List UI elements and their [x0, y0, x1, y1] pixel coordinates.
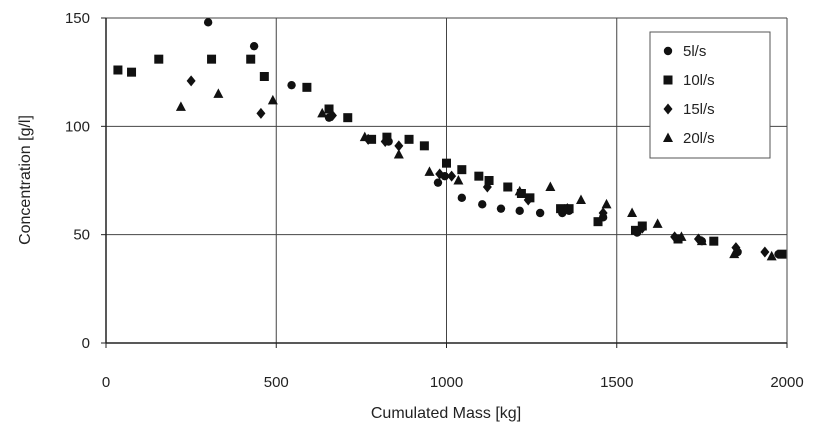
data-point: [435, 168, 445, 180]
data-point: [593, 217, 603, 227]
data-point: [484, 176, 494, 185]
data-point: [562, 203, 572, 215]
data-point: [213, 88, 224, 98]
legend-label: 15l/s: [683, 101, 715, 118]
data-point: [393, 149, 404, 159]
data-point: [598, 207, 608, 219]
legend-marker-diamond: [663, 103, 673, 115]
data-point: [545, 181, 556, 191]
data-point: [637, 222, 647, 234]
series-20l-s: [175, 88, 777, 261]
legend-label: 20l/s: [683, 130, 715, 147]
data-point: [249, 41, 259, 51]
data-point: [478, 200, 487, 209]
legend-marker-triangle: [663, 132, 673, 142]
data-point: [327, 110, 337, 121]
x-tick-label: 2000: [770, 374, 803, 391]
x-tick-label: 1000: [430, 374, 463, 391]
data-point: [317, 107, 328, 118]
x-tick-label: 1500: [600, 374, 633, 391]
data-point: [515, 206, 524, 216]
data-point: [496, 204, 506, 213]
legend-marker-square: [663, 75, 673, 85]
data-point: [113, 65, 123, 75]
x-tick-label: 500: [264, 374, 289, 391]
data-point: [359, 131, 370, 142]
data-point: [442, 158, 451, 168]
data-point: [514, 185, 525, 196]
x-tick-label: 0: [102, 374, 110, 391]
data-point: [433, 178, 443, 187]
data-point: [709, 236, 719, 246]
data-point: [535, 208, 545, 218]
data-point: [676, 231, 687, 241]
data-point: [556, 204, 566, 214]
y-axis-label: Concentration [g/l]: [17, 115, 34, 245]
data-point: [601, 198, 612, 209]
series-15l-s: [186, 75, 770, 258]
x-tick-labels: 0 500 1000 1500 2000: [102, 374, 804, 391]
data-point: [380, 136, 390, 147]
data-point: [203, 18, 213, 27]
data-point: [287, 80, 296, 90]
data-point: [457, 165, 467, 175]
data-point: [729, 248, 740, 259]
data-point: [246, 54, 256, 64]
data-point: [575, 194, 586, 204]
y-tick-label: 100: [65, 118, 90, 135]
data-point: [404, 134, 414, 144]
data-point: [424, 166, 435, 176]
data-point: [453, 175, 464, 185]
data-point: [523, 194, 533, 206]
data-point: [503, 182, 513, 192]
y-tick-label: 0: [82, 335, 90, 352]
data-point: [630, 225, 640, 235]
y-tick-label: 50: [73, 227, 90, 244]
data-point: [127, 67, 137, 77]
data-point: [302, 82, 312, 92]
data-points: [113, 18, 787, 261]
y-tick-label: 150: [65, 10, 90, 27]
data-point: [267, 94, 278, 105]
legend-label: 10l/s: [683, 72, 715, 89]
axes: [101, 17, 788, 348]
data-point: [154, 54, 164, 64]
data-point: [482, 181, 492, 193]
data-point: [447, 170, 457, 182]
data-point: [186, 75, 196, 87]
data-point: [382, 132, 392, 142]
data-point: [766, 250, 777, 261]
data-point: [474, 171, 484, 181]
data-point: [324, 104, 334, 114]
legend-marker-circle: [663, 46, 673, 56]
data-point: [343, 113, 353, 123]
data-point: [256, 107, 266, 119]
y-tick-labels: 0 50 100 150: [65, 10, 90, 352]
data-point: [175, 101, 186, 111]
data-point: [419, 141, 429, 151]
data-point: [259, 72, 269, 81]
data-point: [394, 140, 404, 152]
legend-label: 5l/s: [683, 43, 706, 60]
data-point: [652, 218, 663, 228]
data-point: [777, 249, 787, 259]
data-point: [760, 246, 770, 258]
data-point: [207, 54, 217, 64]
x-axis-label: Cumulated Mass [kg]: [371, 405, 521, 422]
data-point: [457, 193, 467, 203]
data-point: [696, 235, 707, 246]
legend: 5l/s 10l/s 15l/s 20l/s: [649, 31, 771, 159]
data-point: [627, 207, 638, 217]
data-point: [670, 231, 680, 243]
